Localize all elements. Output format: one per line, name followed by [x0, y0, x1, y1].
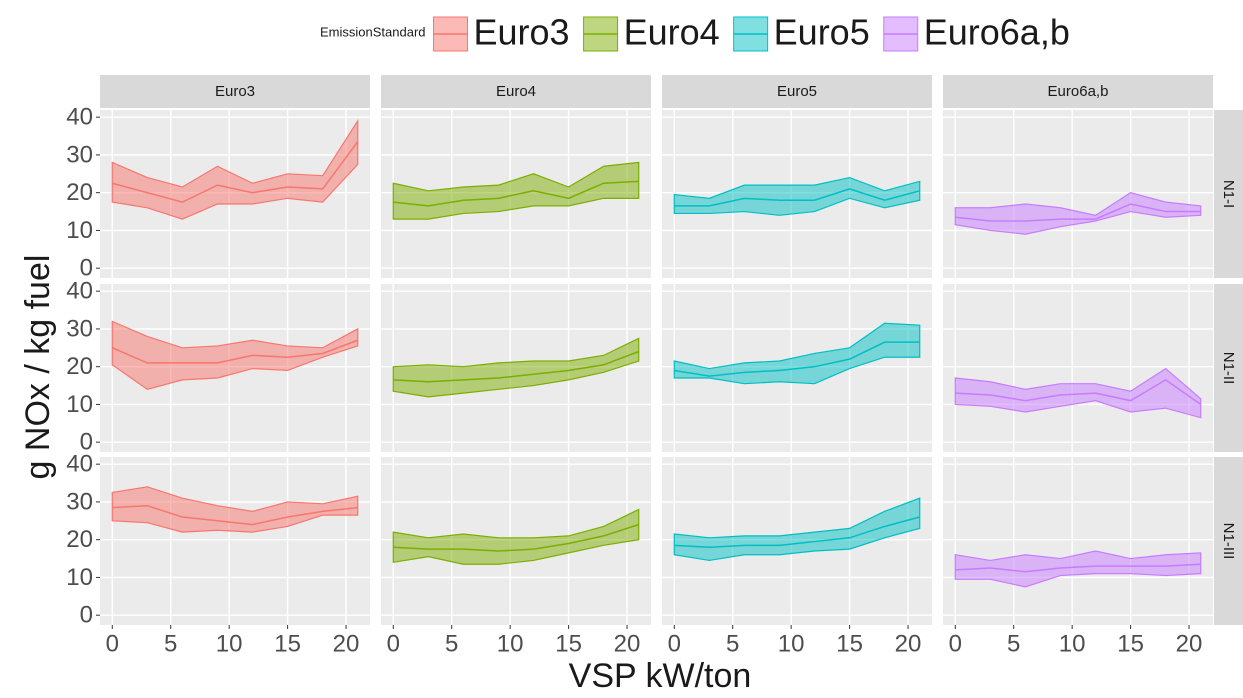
ribbon	[673, 176, 921, 216]
line	[955, 203, 1201, 222]
y-tick-label: 40	[66, 278, 93, 305]
panel	[943, 284, 1213, 452]
ribbon	[954, 192, 1202, 235]
line	[955, 563, 1201, 573]
x-tick-label: 15	[274, 630, 301, 657]
y-axis-label: g NOx / kg fuel	[19, 255, 57, 480]
y-tick-label: 30	[66, 488, 93, 515]
ribbon	[111, 486, 359, 533]
strip-label: N1-II	[1220, 352, 1237, 385]
y-tick-label: 40	[66, 104, 93, 131]
ribbon	[673, 497, 921, 562]
strip-label: N1-I	[1220, 180, 1237, 208]
ribbon	[111, 320, 359, 390]
x-tick-label: 15	[1117, 630, 1144, 657]
y-tick-label: 0	[80, 255, 93, 282]
line	[112, 141, 359, 203]
x-tick-label: 5	[726, 630, 739, 657]
line	[112, 504, 358, 526]
panel	[100, 457, 370, 625]
y-tick-label: 0	[80, 429, 93, 456]
x-tick-label: 0	[668, 630, 681, 657]
ribbon	[954, 367, 1202, 419]
y-tick-label: 30	[66, 315, 93, 342]
y-tick-label: 0	[80, 602, 93, 629]
line	[955, 379, 1202, 406]
x-tick-label: 10	[778, 630, 805, 657]
line	[393, 180, 639, 207]
strip	[1214, 284, 1243, 452]
y-tick-label: 20	[66, 526, 93, 553]
panel	[943, 457, 1213, 625]
x-tick-label: 20	[895, 630, 922, 657]
y-tick-label: 10	[66, 391, 93, 418]
ribbon	[392, 508, 640, 565]
strip	[100, 75, 370, 108]
strip-label: N1-III	[1220, 523, 1237, 560]
y-tick-label: 20	[66, 179, 93, 206]
panel	[943, 110, 1213, 278]
x-tick-label: 10	[1059, 630, 1086, 657]
x-axis-label: VSP kW/ton	[569, 657, 752, 695]
ribbon	[392, 337, 640, 398]
line	[393, 523, 639, 552]
strip-label: Euro6a,b	[1048, 83, 1109, 100]
x-tick-label: 5	[445, 630, 458, 657]
ribbon	[954, 550, 1202, 588]
line	[111, 339, 358, 364]
x-tick-label: 20	[1176, 630, 1203, 657]
strip-label: Euro3	[215, 83, 255, 100]
x-tick-label: 0	[949, 630, 962, 657]
line	[674, 516, 920, 548]
ribbon	[673, 322, 921, 385]
line	[674, 341, 920, 377]
ribbon	[392, 161, 640, 220]
legend-label: Euro6a,b	[924, 12, 1070, 53]
line	[393, 350, 639, 383]
y-tick-label: 40	[66, 451, 93, 478]
x-tick-label: 20	[333, 630, 360, 657]
y-tick-label: 10	[66, 217, 93, 244]
ribbon	[111, 118, 359, 220]
strip	[662, 75, 932, 108]
y-tick-label: 30	[66, 141, 93, 168]
legend-label: Euro4	[624, 12, 720, 53]
strip-label: Euro5	[777, 83, 817, 100]
strip	[381, 75, 651, 108]
strip	[943, 75, 1213, 108]
x-tick-label: 0	[106, 630, 119, 657]
legend-title: EmissionStandard	[320, 24, 426, 39]
legend-label: Euro3	[474, 12, 570, 53]
x-tick-label: 20	[614, 630, 641, 657]
x-tick-label: 15	[836, 630, 863, 657]
x-tick-label: 10	[497, 630, 524, 657]
legend-label: Euro5	[774, 12, 870, 53]
x-tick-label: 5	[164, 630, 177, 657]
x-tick-label: 15	[555, 630, 582, 657]
x-tick-label: 10	[216, 630, 243, 657]
strip-label: Euro4	[496, 83, 536, 100]
strip	[1214, 457, 1243, 625]
y-tick-label: 20	[66, 353, 93, 380]
x-tick-label: 5	[1007, 630, 1020, 657]
strip	[1214, 110, 1243, 278]
y-tick-label: 10	[66, 564, 93, 591]
x-tick-label: 0	[387, 630, 400, 657]
line	[674, 188, 920, 207]
